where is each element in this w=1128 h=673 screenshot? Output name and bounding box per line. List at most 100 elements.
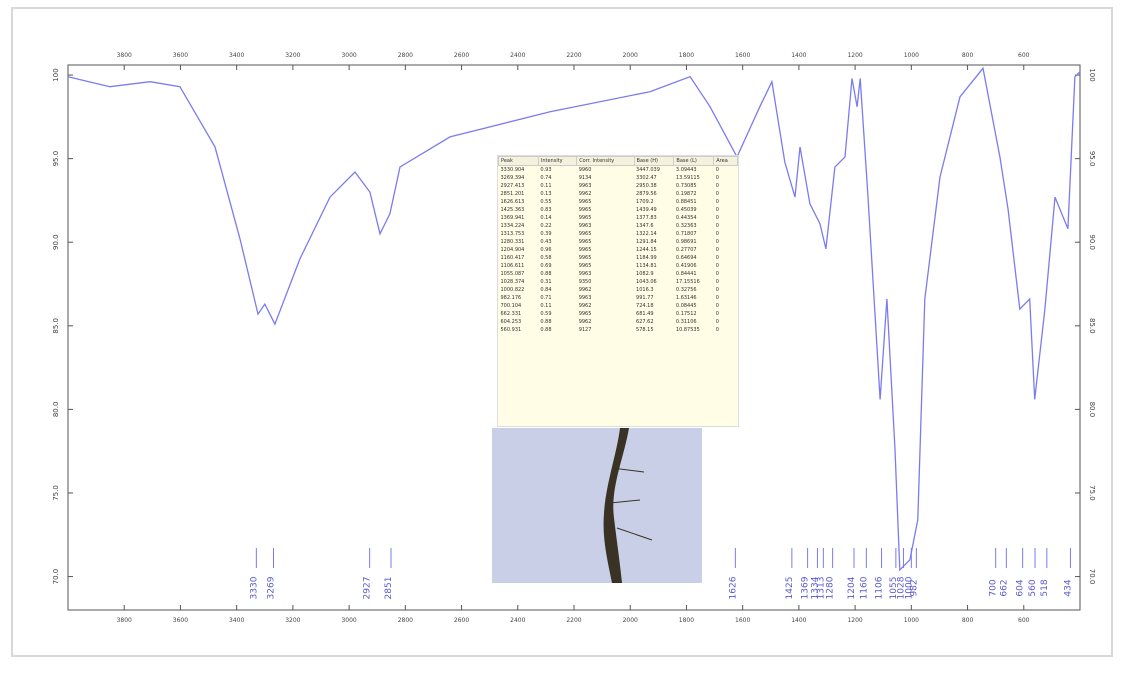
table-row: 1028.374 0.31 9350 1043.06 17.15516 0	[499, 278, 738, 286]
table-cell: 991.77	[636, 295, 654, 301]
x-tick-label-top: 1200	[847, 52, 862, 59]
table-cell: 2950.38	[636, 183, 657, 189]
x-tick-label: 1600	[735, 617, 750, 624]
x-tick-label: 3000	[341, 617, 356, 624]
table-cell: 9965	[578, 231, 592, 237]
x-tick-label: 2000	[623, 617, 638, 624]
table-cell: 662.331	[500, 311, 522, 317]
peak-label: 1313	[816, 577, 826, 600]
peak-label: 1369	[801, 576, 811, 599]
table-cell: 724.18	[636, 303, 654, 309]
table-cell: 1626.613	[500, 199, 525, 205]
hair-sample	[603, 428, 629, 583]
table-cell: 10.87535	[675, 327, 700, 333]
table-cell: 1425.363	[500, 207, 525, 213]
table-cell: 9962	[578, 319, 592, 325]
table-cell: 0.08445	[675, 303, 697, 309]
x-tick-label: 3800	[117, 617, 132, 624]
table-cell: 0.39	[540, 231, 552, 237]
table-cell: 0.31	[540, 279, 552, 285]
photo-background	[492, 428, 702, 583]
table-cell: 0.71807	[675, 231, 697, 237]
table-row: 560.931 0.88 9127 578.15 10.87535 0	[499, 326, 738, 334]
y-tick-label-right: 90.0	[1088, 234, 1096, 250]
x-tick-label-top: 1400	[791, 52, 806, 59]
column-header: Base (H)	[633, 156, 675, 166]
table-cell: 9963	[578, 295, 592, 301]
x-tick-label: 3200	[285, 617, 300, 624]
table-cell: 0.19872	[675, 191, 697, 197]
table-cell: 0.44354	[675, 215, 697, 221]
table-cell: 0	[715, 191, 719, 197]
table-row: 1000.822 0.84 9962 1016.3 0.32756 0	[499, 286, 738, 294]
x-tick-label: 3400	[229, 617, 244, 624]
table-cell: 1291.84	[636, 239, 657, 245]
table-cell: 0.96	[540, 247, 552, 253]
table-cell: 1439.49	[636, 207, 657, 213]
y-tick-label: 90.0	[52, 234, 60, 250]
x-tick-label-top: 2400	[510, 52, 525, 59]
table-cell: 0	[715, 231, 719, 237]
table-cell: 9962	[578, 287, 592, 293]
table-cell: 1204.904	[500, 247, 525, 253]
table-row: 982.176 0.71 9963 991.77 1.63146 0	[499, 294, 738, 302]
table-cell: 0.22	[540, 223, 552, 229]
table-cell: 1043.06	[636, 279, 657, 285]
table-row: 3269.394 0.74 9134 3302.47 13.59115 0	[499, 174, 738, 182]
table-cell: 0.98691	[675, 239, 697, 245]
table-cell: 0.88	[540, 327, 552, 333]
table-cell: 3.09443	[675, 167, 697, 173]
table-cell: 0	[715, 183, 719, 189]
x-tick-label-top: 1600	[735, 52, 750, 59]
table-row: 1160.417 0.58 9965 1184.99 0.64694 0	[499, 254, 738, 262]
table-cell: 1028.374	[500, 279, 525, 285]
x-tick-label-top: 2800	[398, 52, 413, 59]
table-row: 1313.753 0.39 9965 1322.14 0.71807 0	[499, 230, 738, 238]
table-cell: 1377.83	[636, 215, 657, 221]
peak-label: 1334	[810, 576, 820, 599]
table-cell: 9134	[578, 175, 592, 181]
table-cell: 0	[715, 311, 719, 317]
table-cell: 9962	[578, 303, 592, 309]
table-cell: 0.11	[540, 183, 552, 189]
table-cell: 13.59115	[675, 175, 700, 181]
table-cell: 0	[715, 303, 719, 309]
table-cell: 3330.904	[500, 167, 525, 173]
table-cell: 3447.039	[636, 167, 660, 173]
table-cell: 9965	[578, 311, 592, 317]
x-tick-label: 1000	[904, 617, 919, 624]
table-cell: 9965	[578, 207, 592, 213]
table-cell: 627.62	[636, 319, 654, 325]
table-cell: 0	[715, 279, 719, 285]
x-tick-label: 3600	[173, 617, 188, 624]
table-cell: 0	[715, 327, 719, 333]
x-tick-label: 600	[1018, 617, 1030, 624]
table-row: 1626.613 0.55 9965 1709.2 0.88451 0	[499, 198, 738, 206]
peak-label: 560	[1028, 579, 1038, 596]
column-header: Corr. Intensity	[576, 156, 635, 166]
table-cell: 0.58	[540, 255, 552, 261]
table-cell: 0.17512	[675, 311, 697, 317]
x-tick-label-top: 2000	[623, 52, 638, 59]
column-header: Peak	[498, 156, 539, 166]
table: Peak Intensity Corr. Intensity Base (H) Base…	[498, 156, 738, 334]
peak-label: 3269	[266, 576, 276, 599]
table-cell: 0.32363	[675, 223, 697, 229]
y-tick-label-right: 70.0	[1088, 569, 1096, 585]
x-tick-label-top: 2200	[566, 52, 581, 59]
table-cell: 0	[715, 287, 719, 293]
peak-label: 1055	[889, 577, 899, 600]
x-tick-label: 800	[962, 617, 974, 624]
table-row: 604.253 0.88 9962 627.62 0.31106 0	[499, 318, 738, 326]
table-cell: 17.15516	[675, 279, 700, 285]
table-cell: 9127	[578, 327, 592, 333]
peak-label: 662	[999, 579, 1009, 596]
table-cell: 0.74	[540, 175, 552, 181]
table-cell: 2851.201	[500, 191, 525, 197]
column-header: Intensity	[537, 156, 578, 166]
table-cell: 0	[715, 263, 719, 269]
table-cell: 9965	[578, 199, 592, 205]
x-tick-label: 1400	[791, 617, 806, 624]
table-cell: 0.83	[540, 207, 552, 213]
table-cell: 0	[715, 199, 719, 205]
